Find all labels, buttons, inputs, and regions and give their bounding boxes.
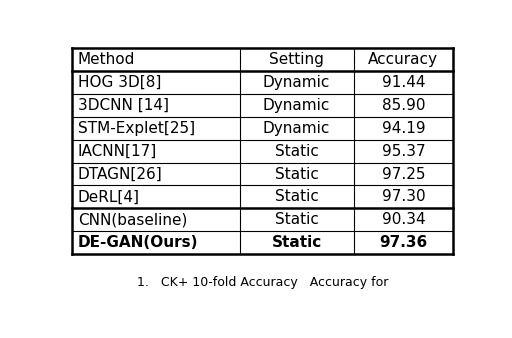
Text: 97.25: 97.25: [381, 167, 425, 182]
Text: 97.36: 97.36: [379, 235, 428, 250]
Text: Dynamic: Dynamic: [263, 121, 330, 136]
Text: Dynamic: Dynamic: [263, 75, 330, 90]
Text: DeRL[4]: DeRL[4]: [78, 189, 140, 204]
Text: 85.90: 85.90: [381, 98, 425, 113]
Text: 3DCNN [14]: 3DCNN [14]: [78, 98, 169, 113]
Text: 90.34: 90.34: [381, 212, 425, 227]
Text: STM-Explet[25]: STM-Explet[25]: [78, 121, 195, 136]
Text: DTAGN[26]: DTAGN[26]: [78, 167, 163, 182]
Text: Setting: Setting: [269, 52, 324, 67]
Text: 95.37: 95.37: [381, 144, 425, 159]
Text: 94.19: 94.19: [381, 121, 425, 136]
Text: 1.   CK+ 10-fold Accuracy   Accuracy for: 1. CK+ 10-fold Accuracy Accuracy for: [137, 276, 388, 289]
Text: HOG 3D[8]: HOG 3D[8]: [78, 75, 161, 90]
Text: DE-GAN(Ours): DE-GAN(Ours): [78, 235, 198, 250]
Text: Accuracy: Accuracy: [368, 52, 438, 67]
Text: 97.30: 97.30: [381, 189, 425, 204]
Text: Static: Static: [271, 235, 322, 250]
Text: Static: Static: [275, 189, 318, 204]
Text: CNN(baseline): CNN(baseline): [78, 212, 187, 227]
Text: IACNN[17]: IACNN[17]: [78, 144, 157, 159]
Text: Dynamic: Dynamic: [263, 98, 330, 113]
Text: Static: Static: [275, 144, 318, 159]
Text: Method: Method: [78, 52, 135, 67]
Text: 91.44: 91.44: [381, 75, 425, 90]
Text: Static: Static: [275, 212, 318, 227]
Text: Static: Static: [275, 167, 318, 182]
